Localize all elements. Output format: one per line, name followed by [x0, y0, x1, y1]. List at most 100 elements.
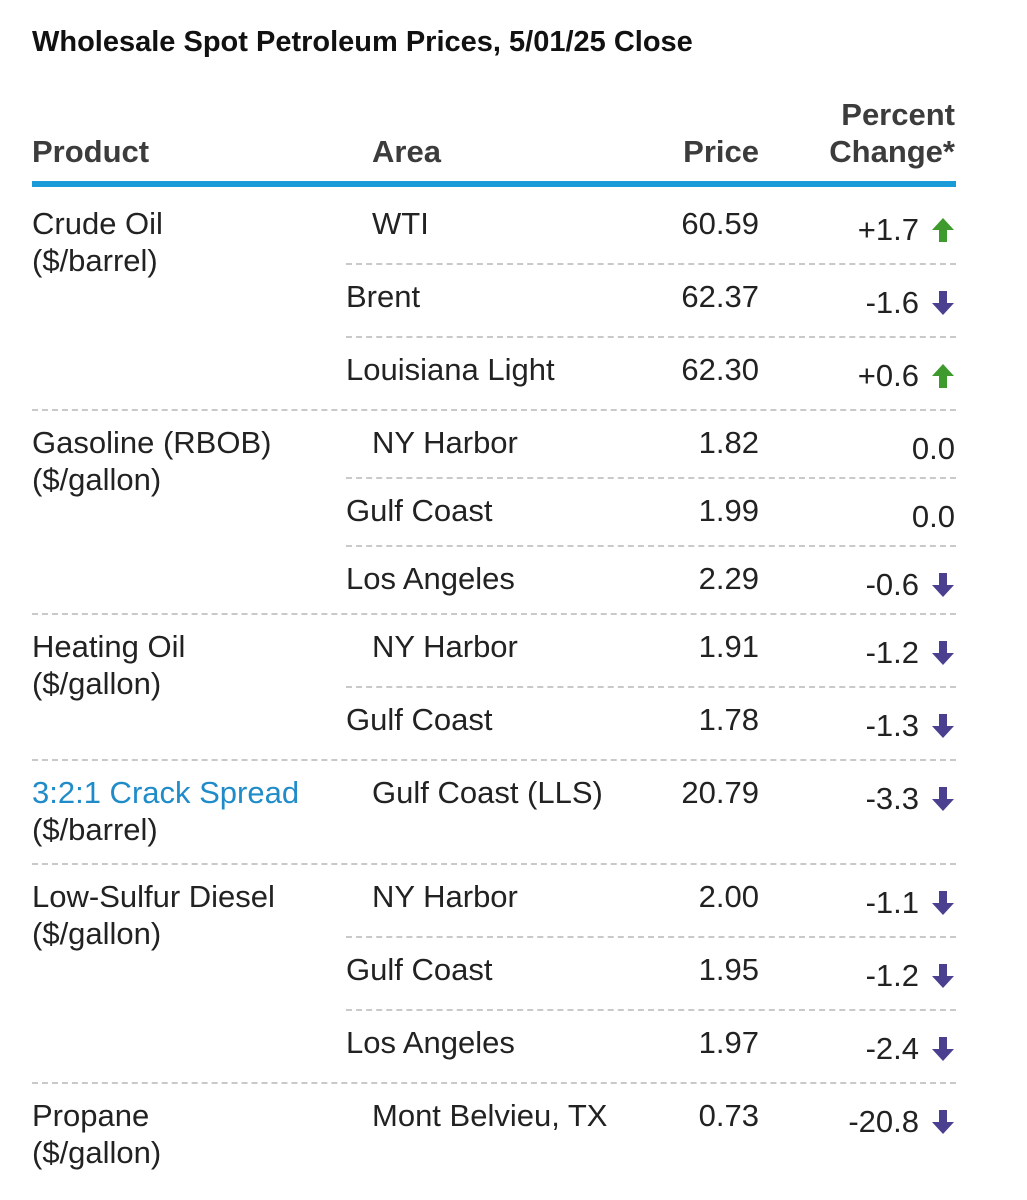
- price-cell: 1.97: [698, 1025, 759, 1060]
- page-title: Wholesale Spot Petroleum Prices, 5/01/25…: [32, 26, 693, 58]
- percent-change-cell: -1.3: [866, 707, 955, 744]
- percent-change-value: -20.8: [848, 1104, 919, 1139]
- column-header-percent-line1: Percent: [841, 97, 955, 132]
- area-cell: Louisiana Light: [346, 352, 555, 387]
- arrow-down-icon: [931, 640, 955, 666]
- arrow-down-icon: [931, 1109, 955, 1135]
- arrow-down-icon: [931, 713, 955, 739]
- percent-change-cell: +0.6: [858, 357, 955, 394]
- price-cell: 20.79: [681, 775, 759, 810]
- product-cell: Heating Oil ($/gallon): [32, 628, 185, 702]
- product-cell: 3:2:1 Crack Spread ($/barrel): [32, 774, 299, 848]
- area-cell: NY Harbor: [372, 425, 518, 460]
- arrow-down-icon: [931, 290, 955, 316]
- column-header-percent-line2: Change*: [829, 134, 955, 169]
- group-divider: [32, 409, 956, 411]
- arrow-down-icon: [931, 786, 955, 812]
- row-divider: [346, 686, 956, 688]
- area-cell: Gulf Coast: [346, 702, 493, 737]
- percent-change-value: -1.6: [865, 285, 919, 320]
- column-header-percent-change: Percent Change*: [829, 96, 955, 170]
- product-unit: ($/gallon): [32, 916, 162, 951]
- group-divider: [32, 1082, 956, 1084]
- percent-change-value: -1.2: [865, 958, 919, 993]
- percent-change-cell: +1.7: [858, 211, 955, 248]
- row-divider: [346, 263, 956, 265]
- arrow-up-icon: [931, 217, 955, 243]
- product-unit: ($/gallon): [32, 462, 162, 497]
- percent-change-cell: -2.4: [866, 1030, 955, 1067]
- area-cell: Mont Belvieu, TX: [372, 1098, 608, 1133]
- percent-change-cell: 0.0: [912, 498, 955, 535]
- price-cell: 60.59: [681, 206, 759, 241]
- product-cell: Low-Sulfur Diesel ($/gallon): [32, 878, 275, 952]
- arrow-up-icon: [931, 363, 955, 389]
- header-rule: [32, 181, 956, 187]
- arrow-down-icon: [931, 572, 955, 598]
- group-divider: [32, 759, 956, 761]
- price-cell: 1.82: [698, 425, 759, 460]
- percent-change-value: +1.7: [857, 212, 919, 247]
- percent-change-cell: -1.2: [866, 634, 955, 671]
- product-name: Crude Oil: [32, 206, 163, 241]
- price-cell: 62.37: [681, 279, 759, 314]
- percent-change-cell: -1.2: [866, 957, 955, 994]
- percent-change-value: -2.4: [865, 1031, 919, 1066]
- row-divider: [346, 1009, 956, 1011]
- group-divider: [32, 863, 956, 865]
- row-divider: [346, 545, 956, 547]
- percent-change-value: +0.6: [857, 358, 919, 393]
- column-header-area: Area: [372, 134, 441, 169]
- arrow-down-icon: [931, 890, 955, 916]
- percent-change-cell: -1.1: [866, 884, 955, 921]
- area-cell: Los Angeles: [346, 1025, 515, 1060]
- product-name: Gasoline (RBOB): [32, 425, 272, 460]
- area-cell: Gulf Coast: [346, 952, 493, 987]
- arrow-down-icon: [931, 1036, 955, 1062]
- price-cell: 1.95: [698, 952, 759, 987]
- column-header-product: Product: [32, 134, 150, 169]
- group-divider: [32, 613, 956, 615]
- product-name: Propane: [32, 1098, 150, 1133]
- product-unit: ($/barrel): [32, 812, 158, 847]
- product-cell: Crude Oil ($/barrel): [32, 205, 163, 279]
- product-unit: ($/barrel): [32, 243, 158, 278]
- percent-change-value: 0.0: [911, 499, 955, 534]
- percent-change-value: -3.3: [865, 781, 919, 816]
- product-cell: Propane ($/gallon): [32, 1097, 161, 1171]
- price-cell: 62.30: [681, 352, 759, 387]
- area-cell: Gulf Coast: [346, 493, 493, 528]
- row-divider: [346, 336, 956, 338]
- row-divider: [346, 477, 956, 479]
- product-unit: ($/gallon): [32, 666, 162, 701]
- percent-change-cell: -1.6: [866, 284, 955, 321]
- row-divider: [346, 936, 956, 938]
- price-cell: 1.78: [698, 702, 759, 737]
- product-cell: Gasoline (RBOB) ($/gallon): [32, 424, 271, 498]
- percent-change-cell: -20.8: [848, 1103, 955, 1140]
- percent-change-value: 0.0: [911, 431, 955, 466]
- area-cell: NY Harbor: [372, 629, 518, 664]
- area-cell: NY Harbor: [372, 879, 518, 914]
- price-cell: 1.99: [698, 493, 759, 528]
- column-header-price: Price: [683, 134, 759, 169]
- product-name: Low-Sulfur Diesel: [32, 879, 275, 914]
- percent-change-cell: -3.3: [866, 780, 955, 817]
- percent-change-cell: 0.0: [912, 430, 955, 467]
- price-cell: 2.29: [698, 561, 759, 596]
- price-cell: 0.73: [698, 1098, 759, 1133]
- area-cell: WTI: [372, 206, 429, 241]
- product-unit: ($/gallon): [32, 1135, 162, 1170]
- area-cell: Gulf Coast (LLS): [372, 775, 603, 810]
- percent-change-value: -0.6: [865, 567, 919, 602]
- product-link[interactable]: 3:2:1 Crack Spread: [32, 775, 300, 810]
- product-name: Heating Oil: [32, 629, 186, 664]
- arrow-down-icon: [931, 963, 955, 989]
- percent-change-value: -1.2: [865, 635, 919, 670]
- percent-change-value: -1.1: [865, 885, 919, 920]
- percent-change-value: -1.3: [865, 708, 919, 743]
- percent-change-cell: -0.6: [866, 566, 955, 603]
- area-cell: Brent: [346, 279, 421, 314]
- area-cell: Los Angeles: [346, 561, 515, 596]
- price-cell: 2.00: [698, 879, 759, 914]
